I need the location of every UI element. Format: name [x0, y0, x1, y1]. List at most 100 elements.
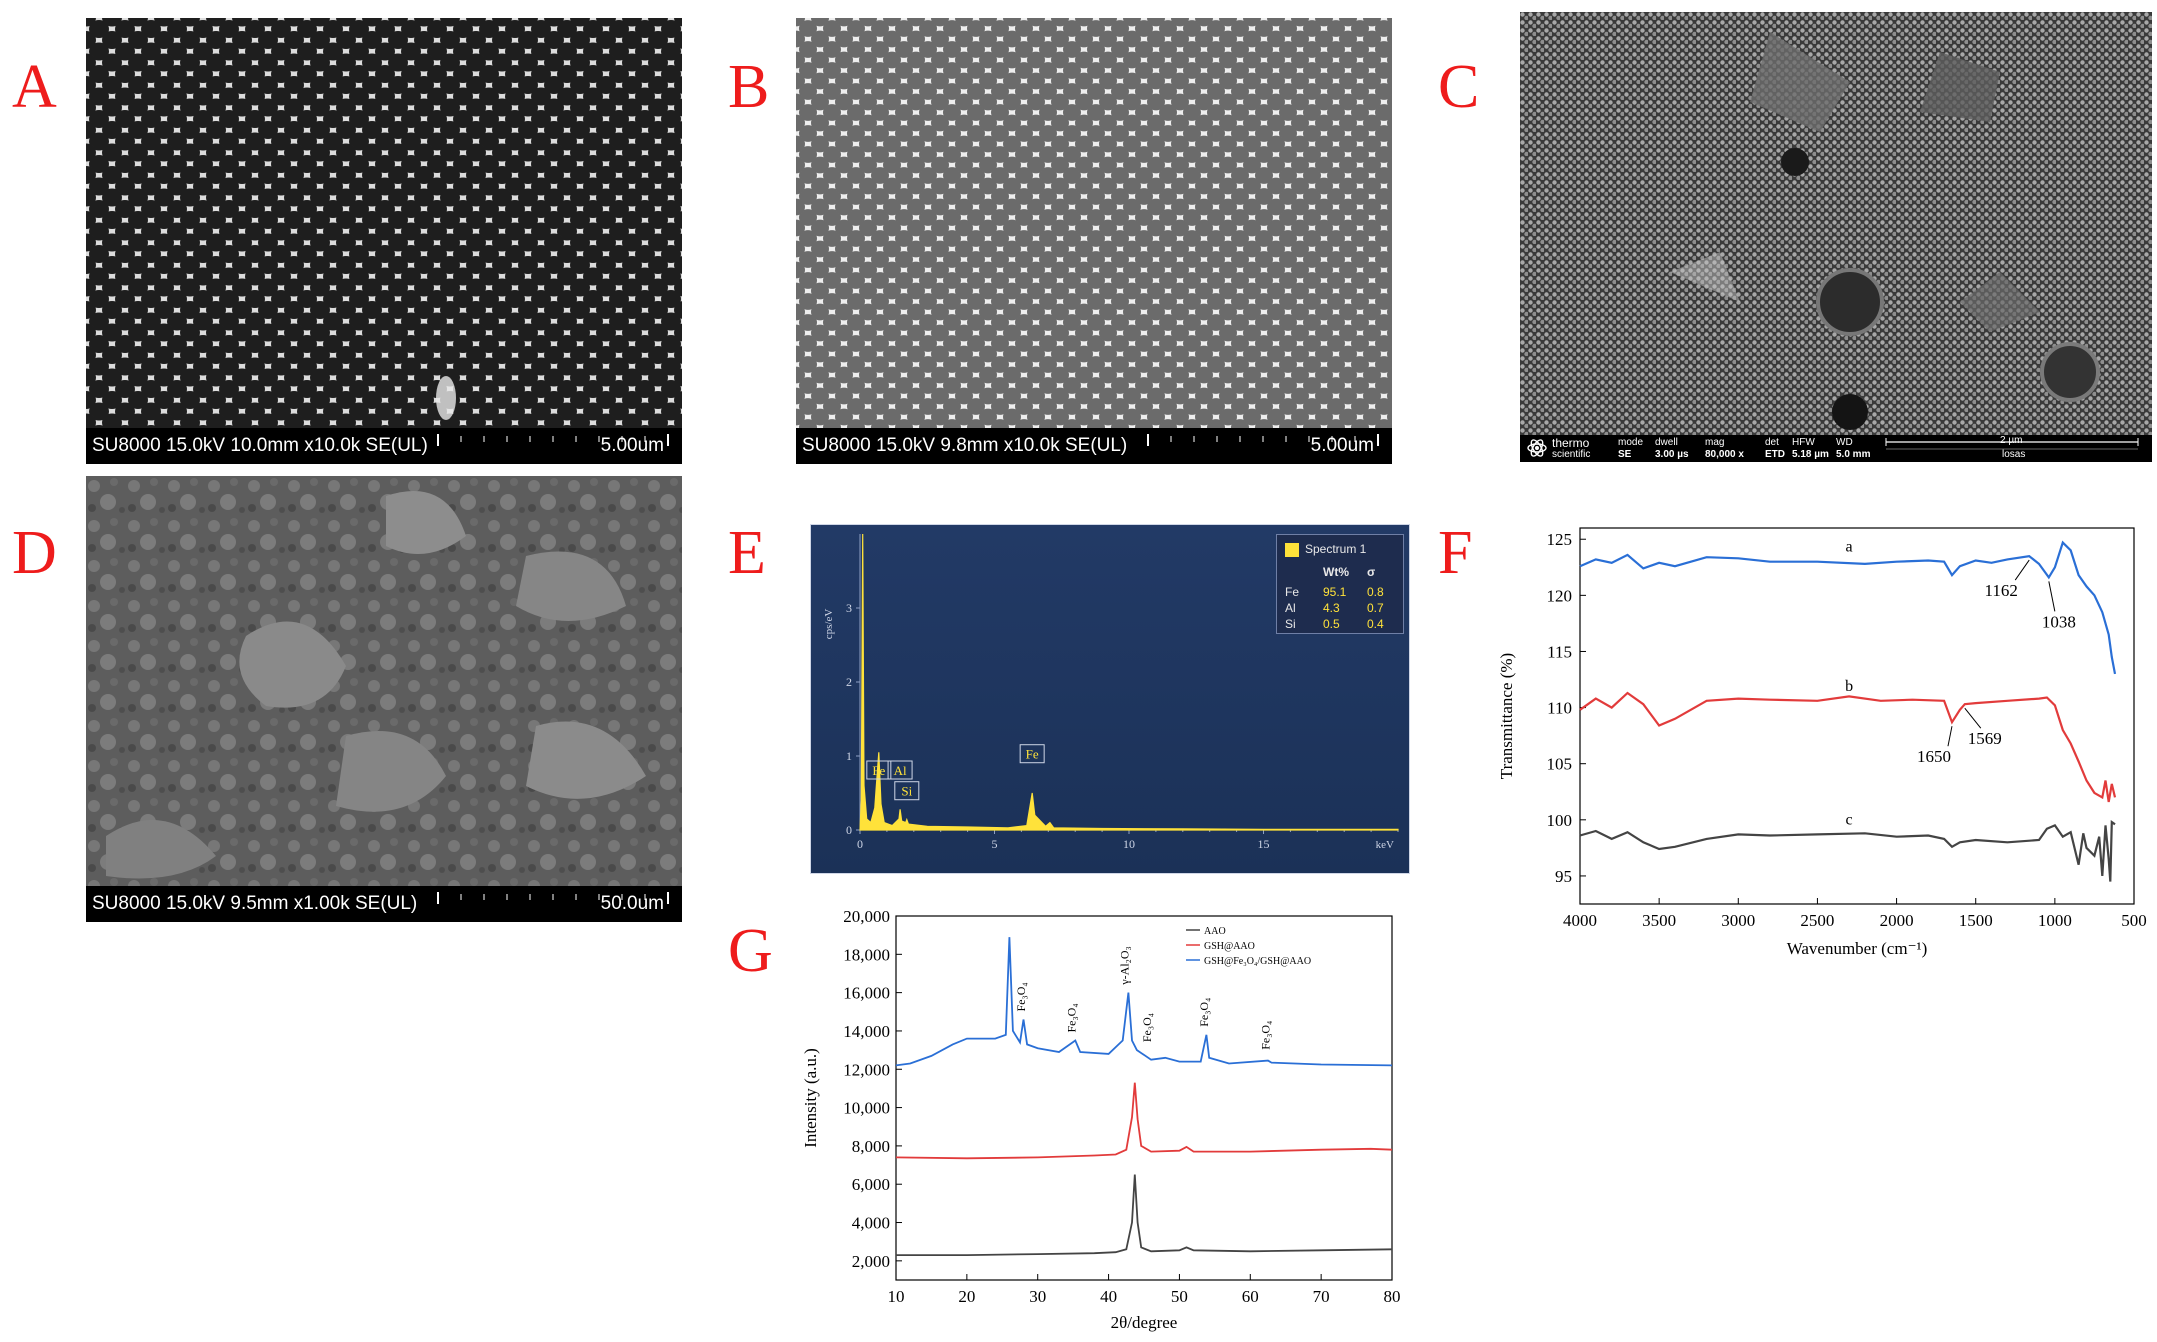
sem-grain-texture: [1520, 12, 2152, 435]
y-tick-label: 115: [1547, 642, 1572, 661]
xrd-chart: 2,000 4,000 6,000 8,000 10,000 12,000 14,000 16…: [801, 907, 1401, 1332]
plot-frame: [895, 915, 1393, 1281]
y-tick-label: 16,000: [843, 984, 890, 1003]
x-tick-label: 10: [888, 1287, 905, 1306]
x-tick-label: 10: [1123, 837, 1135, 851]
y-tick-label: 12,000: [843, 1060, 890, 1079]
series-line-b: [1579, 691, 2117, 803]
x-tick-label: 3500: [1642, 911, 1676, 930]
series-line: [895, 1082, 1393, 1160]
x-tick-label: 70: [1313, 1287, 1330, 1306]
scale-ticks: [437, 892, 669, 904]
y-tick-label: 4,000: [852, 1214, 890, 1233]
sem-pore-texture: [796, 18, 1392, 428]
series-line-c: [1579, 820, 2116, 882]
legend-el-si: Si: [1285, 617, 1296, 631]
plot-frame: [1579, 527, 2135, 905]
y-tick-label: 8,000: [852, 1137, 890, 1156]
peak-annotation: 1038: [2042, 612, 2076, 631]
bar-value-hfw: 5.18 µm: [1792, 449, 1829, 460]
bar-value-wd: 5.0 mm: [1836, 449, 1871, 460]
peak-label-box: [887, 760, 913, 780]
scale-bar-text: 5.00um: [1310, 435, 1374, 456]
peak-annotation: 1162: [1985, 581, 2018, 600]
bar-header-mag: mag: [1705, 437, 1725, 448]
panel-label-e: E: [728, 519, 766, 587]
peak-label: Fe₃O₄: [1197, 998, 1211, 1027]
legend-el-al: Al: [1285, 601, 1296, 615]
y-tick-label: 105: [1547, 755, 1573, 774]
panel-label-d: D: [12, 519, 57, 587]
y-tick-label: 2: [846, 675, 852, 689]
x-tick-label: 30: [1029, 1287, 1046, 1306]
y-tick-label: 95: [1555, 867, 1572, 886]
legend-title: Spectrum 1: [1305, 542, 1367, 556]
series-line-a: [1579, 540, 2117, 675]
brand-logo-line1: thermo: [1552, 436, 1590, 450]
legend-swatch: [1285, 543, 1299, 557]
x-tick-label: 3000: [1721, 911, 1755, 930]
sem-pore-texture: [86, 18, 682, 428]
peak-label: γ-Al₂O₃: [1117, 946, 1131, 985]
x-tick-label: 15: [1258, 837, 1270, 851]
y-tick-label: 125: [1547, 530, 1573, 549]
annotation-arrow: [1964, 707, 1982, 729]
y-tick-label: 10,000: [843, 1099, 890, 1118]
legend-wt-fe: 95.1: [1323, 585, 1347, 599]
peak-annotation: 1569: [1968, 729, 2002, 748]
bar-header-hfw: HFW: [1792, 437, 1815, 448]
y-tick-label: 14,000: [843, 1022, 890, 1041]
annotation-arrow: [2014, 559, 2030, 581]
panel-label-a: A: [12, 53, 57, 121]
y-tick-label: 120: [1547, 586, 1573, 605]
x-tick-label: 60: [1242, 1287, 1259, 1306]
peak-label: Al: [894, 763, 907, 778]
sem-info-bar: SU8000 15.0kV 9.8mm x10.0k SE(UL) 5.00um: [796, 428, 1392, 464]
panel-label-c: C: [1438, 53, 1480, 121]
legend-sigma-fe: 0.8: [1367, 585, 1384, 599]
x-tick-label: 2500: [1800, 911, 1834, 930]
operator-text: losas: [2002, 449, 2026, 460]
annotation-arrow: [2048, 581, 2056, 612]
peak-label: Fe: [872, 763, 885, 778]
x-axis-label: 2θ/degree: [1111, 1313, 1178, 1332]
x-tick-label: 1000: [2038, 911, 2072, 930]
x-tick-label: 1500: [1959, 911, 1993, 930]
y-tick-label: 2,000: [852, 1252, 890, 1271]
peak-label-box: [866, 760, 892, 780]
series-line: [895, 937, 1393, 1067]
x-tick-label: 4000: [1563, 911, 1597, 930]
sem-image-d: SU8000 15.0kV 9.5mm x1.00k SE(UL) 50.0um: [86, 476, 682, 922]
x-tick-label: 80: [1384, 1287, 1401, 1306]
x-tick-label: 0: [857, 837, 863, 851]
bar-value-mag: 80,000 x: [1705, 449, 1744, 460]
legend-col-sigma: σ: [1367, 565, 1376, 579]
sem-rough-texture: [86, 476, 682, 886]
y-tick-label: 3: [846, 601, 852, 615]
bar-value-mode: SE: [1618, 449, 1632, 460]
x-tick-label: 40: [1100, 1287, 1117, 1306]
y-tick-label: 20,000: [843, 907, 890, 926]
legend-col-wt: Wt%: [1323, 565, 1349, 579]
panel-label-b: B: [728, 53, 770, 121]
series-line: [896, 1174, 1393, 1256]
peak-label: Fe₃O₄: [1064, 1003, 1078, 1032]
sem-info-text: SU8000 15.0kV 9.8mm x10.0k SE(UL): [802, 435, 1128, 456]
peak-label: Fe₃O₄: [1014, 982, 1028, 1011]
panel-label-f: F: [1438, 519, 1473, 587]
x-tick-label: 2000: [1880, 911, 1914, 930]
y-tick-label: 18,000: [843, 945, 890, 964]
bar-header-det: det: [1765, 437, 1779, 448]
legend-wt-si: 0.5: [1323, 617, 1340, 631]
legend-wt-al: 4.3: [1323, 601, 1340, 615]
y-tick-label: 6,000: [852, 1175, 890, 1194]
sem-image-c: thermo scientific mode dwell mag det HFW…: [1520, 12, 2152, 462]
series-label-a: a: [1846, 539, 1853, 556]
bar-value-det: ETD: [1765, 449, 1785, 460]
y-axis-label: Intensity (a.u.): [801, 1048, 820, 1148]
sem-info-bar: thermo scientific mode dwell mag det HFW…: [1520, 435, 2152, 462]
x-tick-label: 5: [992, 837, 998, 851]
sem-info-bar: SU8000 15.0kV 10.0mm x10.0k SE(UL) 5.00u…: [86, 428, 682, 464]
legend-el-fe: Fe: [1285, 585, 1300, 599]
series-label-c: c: [1846, 811, 1853, 828]
